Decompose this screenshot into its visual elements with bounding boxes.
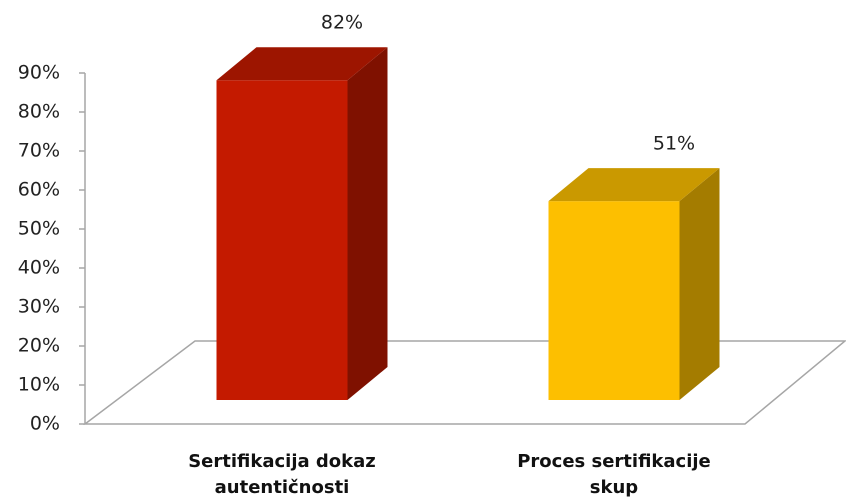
bar-side <box>347 47 388 400</box>
floor <box>82 340 846 425</box>
x-tick-label: Proces sertifikacije skup <box>517 451 711 498</box>
y-tick-label: 60% <box>18 179 60 201</box>
bar <box>216 47 388 400</box>
y-tick-label: 30% <box>18 296 60 318</box>
y-tick-label: 70% <box>18 140 60 162</box>
y-tick-label: 80% <box>18 101 60 123</box>
x-tick-label: Sertifikacija dokaz autentičnosti <box>188 451 376 498</box>
bar <box>548 168 720 400</box>
bar-top <box>216 47 388 81</box>
value-label: 82% <box>321 12 363 34</box>
y-tick-label: 10% <box>18 374 60 396</box>
value-label: 51% <box>653 133 695 155</box>
y-tick-label: 50% <box>18 218 60 240</box>
bar-front <box>548 201 680 400</box>
bar-front <box>216 80 348 400</box>
y-tick-label: 90% <box>18 62 60 84</box>
bar-top <box>548 168 720 202</box>
y-tick-label: 40% <box>18 257 60 279</box>
y-tick-label: 0% <box>30 413 60 435</box>
bar-side <box>679 168 720 400</box>
y-tick-label: 20% <box>18 335 60 357</box>
